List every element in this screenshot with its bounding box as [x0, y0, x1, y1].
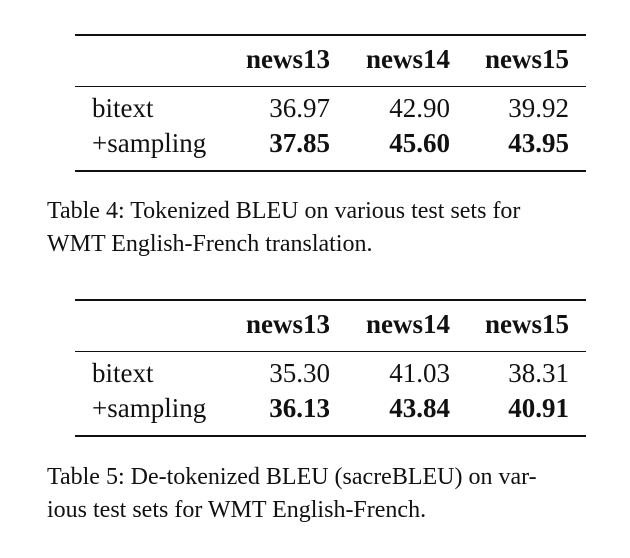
header-news14: news14	[365, 309, 450, 339]
cell-bitext-news15: 38.31	[508, 358, 569, 388]
header-news15: news15	[484, 44, 569, 74]
table-4-caption: Table 4: Tokenized BLEU on various test …	[47, 195, 617, 261]
cell-bitext-news13: 36.97	[269, 93, 330, 123]
cell-sampling-news13: 37.85	[269, 128, 330, 158]
caption-line: Table 4: Tokenized BLEU on various test …	[47, 198, 521, 224]
table-top-rule	[75, 34, 586, 36]
table-bottom-rule	[75, 170, 586, 172]
cell-sampling-news14: 43.84	[389, 393, 450, 423]
cell-bitext-news13: 35.30	[269, 358, 330, 388]
table-5-caption: Table 5: De-tokenized BLEU (sacreBLEU) o…	[47, 461, 617, 527]
row-label-sampling: +sampling	[92, 393, 207, 423]
header-news15: news15	[484, 309, 569, 339]
header-news13: news13	[245, 309, 330, 339]
table-mid-rule	[75, 86, 586, 87]
cell-sampling-news13: 36.13	[269, 393, 330, 423]
row-label-bitext: bitext	[92, 358, 154, 388]
table-top-rule	[75, 299, 586, 301]
cell-sampling-news15: 43.95	[508, 128, 569, 158]
cell-sampling-news15: 40.91	[508, 393, 569, 423]
table-mid-rule	[75, 351, 586, 352]
row-label-bitext: bitext	[92, 93, 154, 123]
cell-bitext-news14: 42.90	[389, 93, 450, 123]
row-label-sampling: +sampling	[92, 128, 207, 158]
caption-line: WMT English-French translation.	[47, 231, 373, 257]
header-news14: news14	[365, 44, 450, 74]
caption-line: ious test sets for WMT English-French.	[47, 497, 427, 523]
cell-sampling-news14: 45.60	[389, 128, 450, 158]
header-news13: news13	[245, 44, 330, 74]
cell-bitext-news15: 39.92	[508, 93, 569, 123]
cell-bitext-news14: 41.03	[389, 358, 450, 388]
table-bottom-rule	[75, 435, 586, 437]
caption-line: Table 5: De-tokenized BLEU (sacreBLEU) o…	[47, 464, 537, 490]
